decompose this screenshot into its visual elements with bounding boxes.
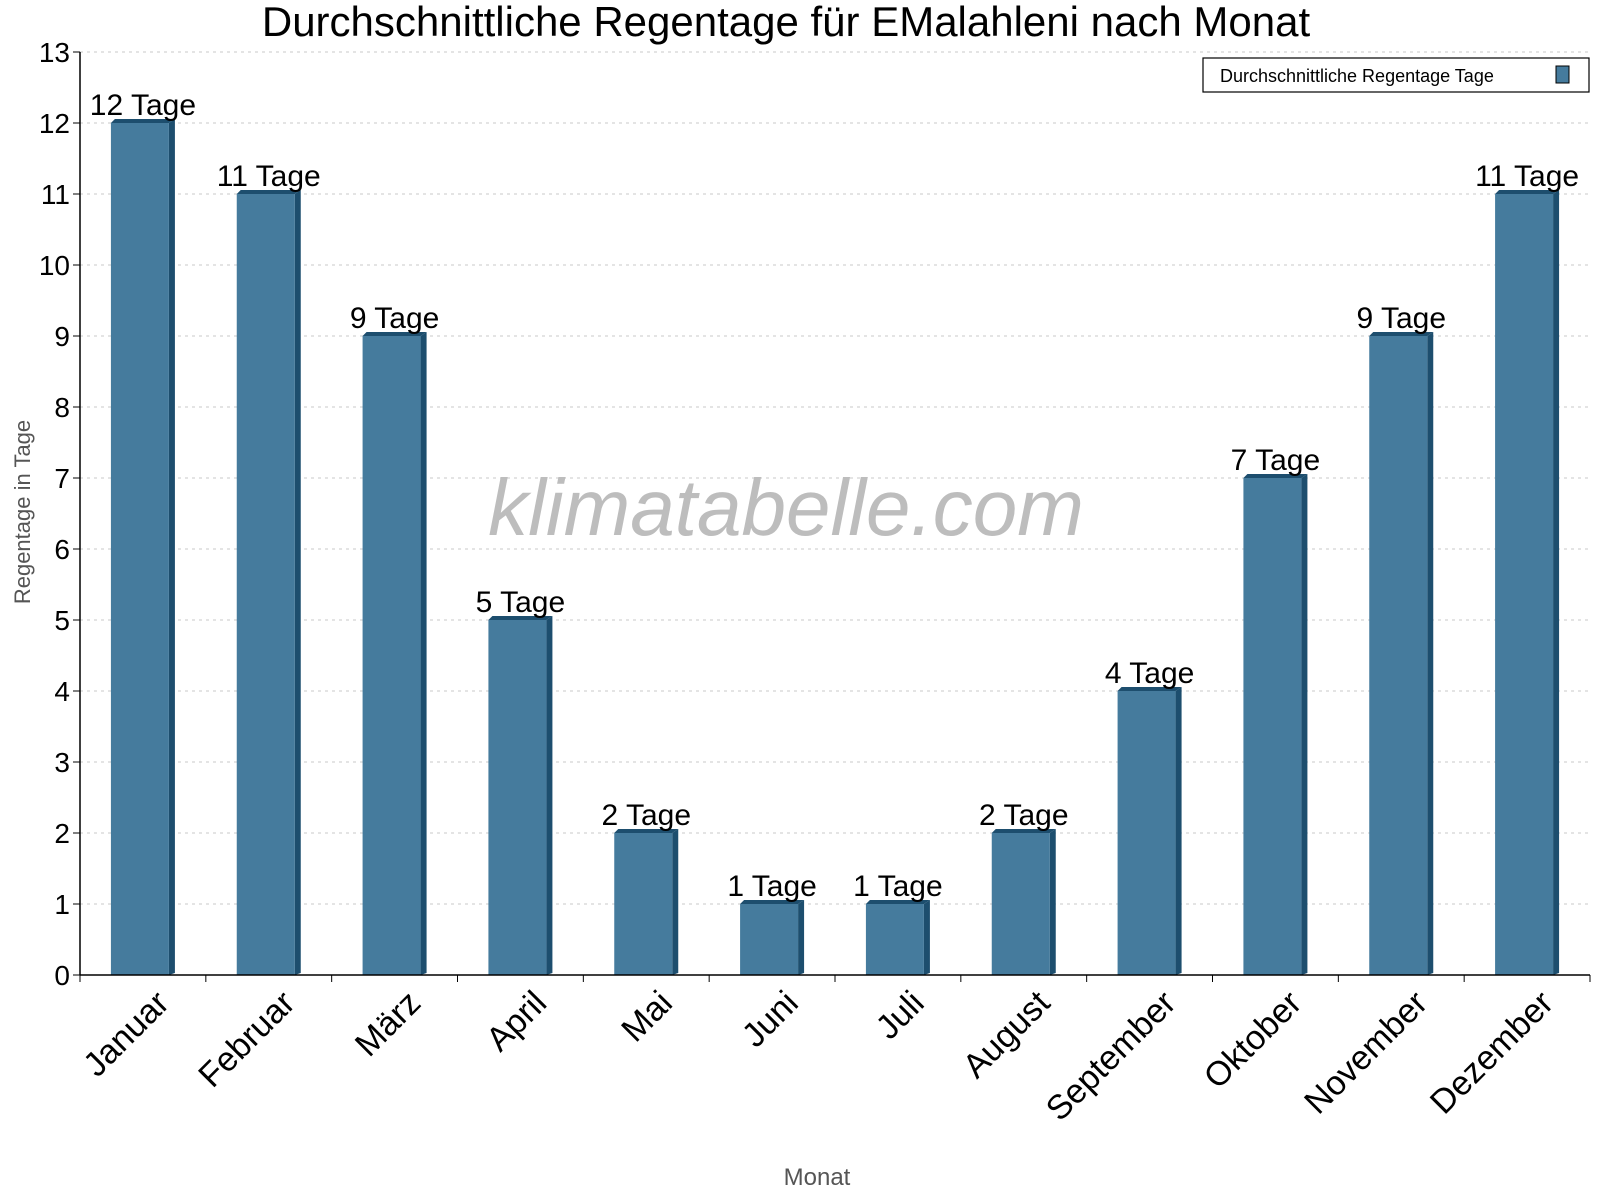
y-tick-label: 5 [54, 605, 70, 636]
legend-box [1202, 57, 1590, 93]
x-tick-label: März [348, 984, 428, 1064]
watermark: klimatabelle.com [488, 463, 1084, 552]
bar-side [1427, 332, 1434, 975]
bar [740, 904, 799, 975]
bar-side [294, 190, 301, 975]
data-label: 12 Tage [90, 89, 196, 122]
bar-top [991, 829, 1056, 833]
x-axis-label: Monat [784, 1164, 851, 1191]
bar-side [923, 900, 930, 975]
data-label: 9 Tage [1356, 302, 1446, 335]
y-tick-label: 6 [54, 534, 70, 565]
bar-top [236, 190, 301, 194]
x-tick-label: Mai [614, 984, 680, 1050]
bar-top [1243, 474, 1308, 478]
bar [110, 123, 169, 975]
data-label: 2 Tage [979, 799, 1069, 832]
y-tick-label: 12 [39, 108, 70, 139]
x-tick-label: April [479, 984, 554, 1059]
bar [614, 833, 673, 975]
y-tick-label: 8 [54, 392, 70, 423]
data-label: 9 Tage [350, 302, 440, 335]
bar-side [798, 900, 805, 975]
legend-swatch [1555, 65, 1570, 84]
bar-top [1117, 687, 1182, 691]
y-tick-label: 7 [54, 463, 70, 494]
y-tick-label: 2 [54, 818, 70, 849]
bar-top [362, 332, 427, 336]
x-tick-label: Dezember [1423, 984, 1561, 1122]
y-tick-label: 4 [54, 676, 70, 707]
data-label: 11 Tage [217, 160, 321, 193]
data-label: 11 Tage [1475, 160, 1579, 193]
x-tick-label: Juli [869, 984, 932, 1047]
bar [236, 194, 295, 975]
bar-top [740, 900, 805, 904]
bar-side [1553, 190, 1560, 975]
data-label: 7 Tage [1231, 444, 1321, 477]
x-tick-label: Januar [76, 984, 176, 1084]
bar [1495, 194, 1554, 975]
bar-top [614, 829, 679, 833]
x-tick-label: September [1039, 984, 1183, 1128]
bar-top [110, 119, 175, 123]
bar-side [1049, 829, 1056, 975]
bar [1243, 478, 1302, 975]
y-axis-label: Regentage in Tage [10, 420, 35, 604]
y-tick-label: 13 [39, 37, 70, 68]
x-tick-label: Oktober [1197, 984, 1309, 1096]
bar-top [1495, 190, 1560, 194]
bar-side [672, 829, 679, 975]
bar [1369, 336, 1428, 975]
bar-side [1301, 474, 1308, 975]
x-tick-label: Juni [735, 984, 806, 1055]
bars: 12 Tage 11 Tage 9 Tage 5 Tage 2 Tage 1 Tage 1 … [90, 89, 1579, 975]
data-label: 2 Tage [601, 799, 691, 832]
legend-label: Durchschnittliche Regentage Tage [1220, 66, 1494, 86]
x-tick-label: Februar [191, 984, 302, 1095]
y-tick-label: 1 [54, 889, 70, 920]
y-tick-label: 9 [54, 321, 70, 352]
y-tick-label: 0 [54, 960, 70, 991]
bar-side [1175, 687, 1182, 975]
bar-side [420, 332, 427, 975]
bar [1117, 691, 1176, 975]
x-tick-label: August [956, 983, 1058, 1085]
bar [488, 620, 547, 975]
chart-title: Durchschnittliche Regentage für EMalahle… [262, 0, 1311, 45]
bar-top [488, 616, 553, 620]
bar-top [1369, 332, 1434, 336]
bar [991, 833, 1050, 975]
bar-side [168, 119, 175, 975]
y-tick-label: 10 [39, 250, 70, 281]
y-tick-label: 11 [41, 179, 70, 210]
y-tick-label: 3 [54, 747, 70, 778]
data-label: 4 Tage [1105, 657, 1195, 690]
bar-side [546, 616, 553, 975]
data-label: 1 Tage [853, 870, 943, 903]
x-tick-label: November [1297, 984, 1435, 1122]
data-label: 1 Tage [727, 870, 817, 903]
bar [362, 336, 421, 975]
bar-top [865, 900, 930, 904]
data-label: 5 Tage [476, 586, 566, 619]
bar [865, 904, 924, 975]
legend: Durchschnittliche Regentage Tage [1202, 57, 1590, 93]
